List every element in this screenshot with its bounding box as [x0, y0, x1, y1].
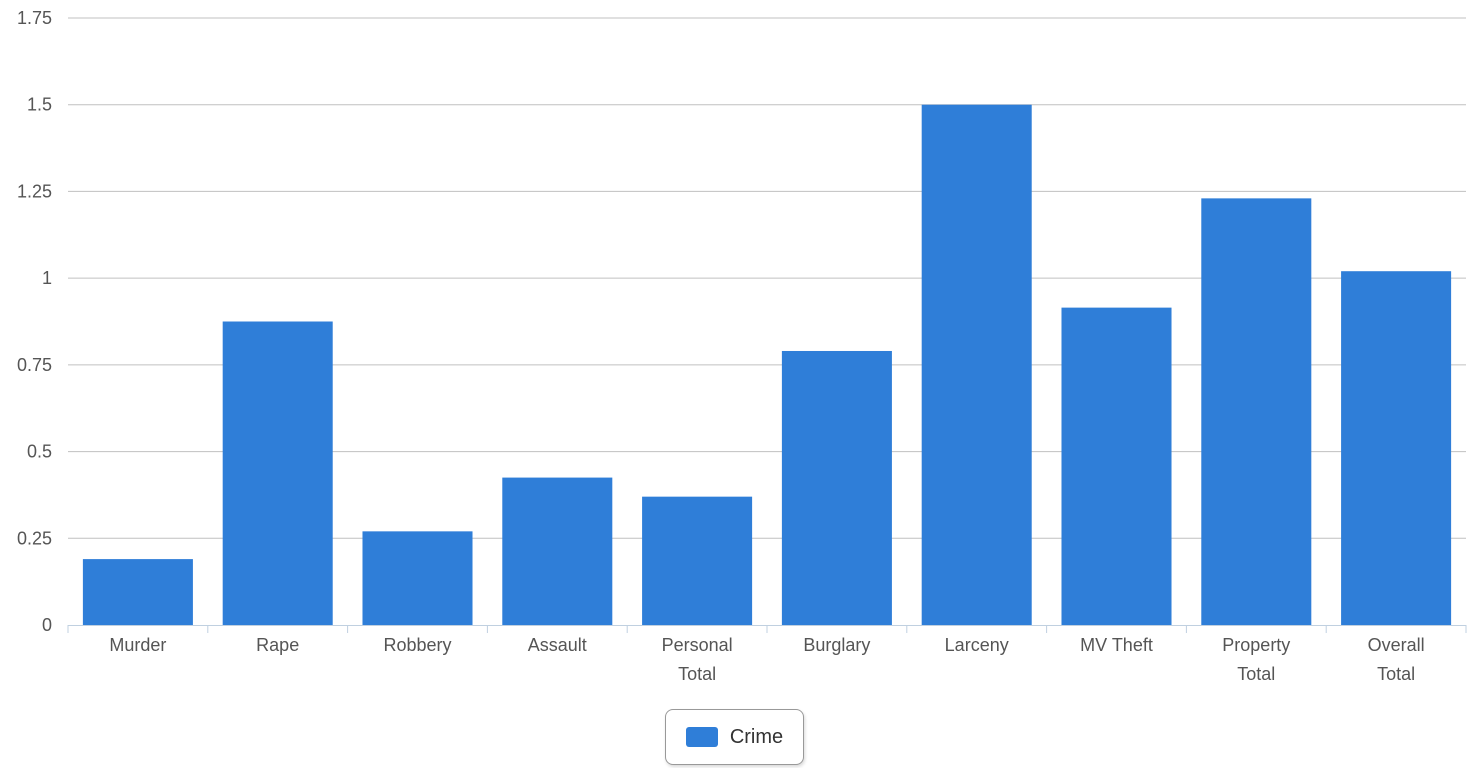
legend-swatch: [685, 727, 718, 747]
bar[interactable]: [362, 531, 473, 625]
y-tick-label: 1.75: [17, 8, 52, 28]
x-tick-label: Robbery: [383, 635, 451, 655]
x-axis-labels: Murder Rape Robbery Assault Personal Total Bur…: [109, 635, 1424, 684]
legend-label: Crime: [729, 725, 784, 748]
bar[interactable]: [781, 350, 892, 625]
bar[interactable]: [1061, 307, 1172, 625]
y-tick-label: 0.75: [17, 355, 52, 375]
x-tick-label: Rape: [256, 635, 299, 655]
y-tick-label: 0: [42, 615, 52, 635]
bar[interactable]: [1341, 271, 1452, 625]
x-axis: [67, 625, 1467, 633]
bar[interactable]: [222, 321, 333, 626]
x-tick-label: Overall Total: [1368, 635, 1425, 684]
bar[interactable]: [921, 104, 1032, 625]
bar[interactable]: [1201, 198, 1312, 625]
bar[interactable]: [642, 496, 753, 625]
x-tick-label: Property Total: [1222, 635, 1290, 684]
y-axis-ticks: 0 0.25 0.5 0.75 1 1.25 1.5 1.75: [17, 8, 52, 635]
legend-item-crime[interactable]: Crime: [665, 709, 804, 765]
bar[interactable]: [502, 477, 613, 625]
y-tick-label: 0.5: [27, 442, 52, 462]
y-tick-label: 1: [42, 268, 52, 288]
bars: [82, 104, 1452, 626]
x-tick-label: Burglary: [803, 635, 870, 655]
x-tick-label: MV Theft: [1080, 635, 1153, 655]
x-tick-label: Murder: [109, 635, 166, 655]
bar[interactable]: [82, 559, 193, 625]
y-tick-label: 0.25: [17, 528, 52, 548]
x-tick-label: Assault: [528, 635, 587, 655]
x-tick-label: Larceny: [945, 635, 1009, 655]
y-tick-label: 1.5: [27, 95, 52, 115]
x-tick-label: Personal Total: [662, 635, 733, 684]
y-tick-label: 1.25: [17, 181, 52, 201]
